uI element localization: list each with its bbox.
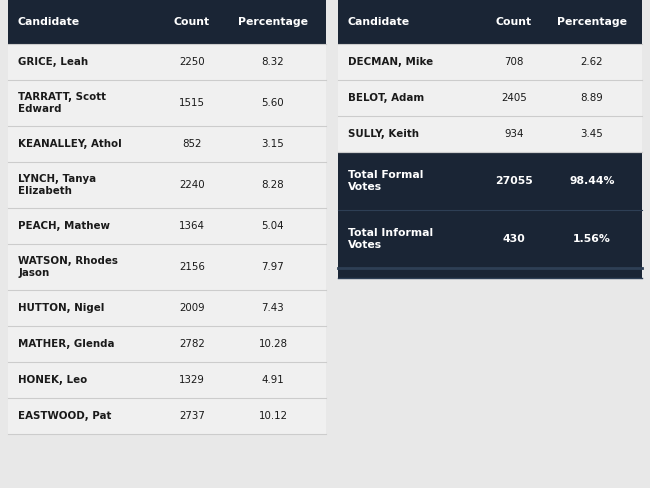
Text: 934: 934 [504, 129, 524, 139]
Bar [8, 80, 326, 126]
Text: 4.91: 4.91 [261, 375, 285, 385]
Text: 3.45: 3.45 [580, 129, 603, 139]
Text: PEACH, Mathew: PEACH, Mathew [18, 221, 110, 231]
Text: 8.28: 8.28 [262, 180, 284, 190]
Text: EASTWOOD, Pat: EASTWOOD, Pat [18, 411, 111, 421]
Text: Candidate: Candidate [18, 17, 80, 27]
Text: MATHER, Glenda: MATHER, Glenda [18, 339, 114, 349]
Text: 2782: 2782 [179, 339, 205, 349]
Bar [338, 116, 642, 152]
Text: 430: 430 [502, 234, 525, 244]
Text: 10.28: 10.28 [259, 339, 287, 349]
Bar [8, 0, 326, 44]
Text: 10.12: 10.12 [259, 411, 287, 421]
Bar [338, 268, 642, 278]
Text: Total Formal
Votes: Total Formal Votes [348, 170, 423, 192]
Text: 708: 708 [504, 57, 524, 67]
Bar [338, 210, 642, 268]
Text: LYNCH, Tanya
Elizabeth: LYNCH, Tanya Elizabeth [18, 174, 96, 196]
Text: GRICE, Leah: GRICE, Leah [18, 57, 88, 67]
Text: 1515: 1515 [179, 98, 205, 108]
Bar [338, 80, 642, 116]
Bar [8, 44, 326, 80]
Bar [338, 0, 642, 44]
Text: 2156: 2156 [179, 262, 205, 272]
Text: TARRATT, Scott
Edward: TARRATT, Scott Edward [18, 92, 106, 114]
Text: 2009: 2009 [179, 303, 205, 313]
Text: HUTTON, Nigel: HUTTON, Nigel [18, 303, 105, 313]
Text: 2240: 2240 [179, 180, 205, 190]
Text: 1364: 1364 [179, 221, 205, 231]
Text: BELOT, Adam: BELOT, Adam [348, 93, 424, 103]
Text: DECMAN, Mike: DECMAN, Mike [348, 57, 433, 67]
Bar [8, 244, 326, 290]
Text: 8.32: 8.32 [262, 57, 284, 67]
Text: Percentage: Percentage [557, 17, 627, 27]
Text: Count: Count [174, 17, 210, 27]
Bar [338, 152, 642, 210]
Text: Percentage: Percentage [238, 17, 308, 27]
Text: SULLY, Keith: SULLY, Keith [348, 129, 419, 139]
Text: 27055: 27055 [495, 176, 533, 186]
Text: 8.89: 8.89 [580, 93, 603, 103]
Bar [8, 290, 326, 326]
Text: WATSON, Rhodes
Jason: WATSON, Rhodes Jason [18, 256, 118, 278]
Text: 3.15: 3.15 [261, 139, 285, 149]
Text: 7.43: 7.43 [261, 303, 285, 313]
Bar [8, 326, 326, 362]
Text: 852: 852 [182, 139, 202, 149]
Bar [8, 126, 326, 162]
Bar [8, 362, 326, 398]
Text: 2405: 2405 [501, 93, 527, 103]
Text: 7.97: 7.97 [261, 262, 285, 272]
Text: Count: Count [496, 17, 532, 27]
Text: Candidate: Candidate [348, 17, 410, 27]
Text: KEANALLEY, Athol: KEANALLEY, Athol [18, 139, 122, 149]
Bar [8, 208, 326, 244]
Bar [8, 398, 326, 434]
Text: 2.62: 2.62 [580, 57, 603, 67]
Text: 98.44%: 98.44% [569, 176, 615, 186]
Text: Total Informal
Votes: Total Informal Votes [348, 228, 433, 250]
Text: 5.04: 5.04 [262, 221, 284, 231]
Text: 2250: 2250 [179, 57, 205, 67]
Text: HONEK, Leo: HONEK, Leo [18, 375, 87, 385]
Text: 2737: 2737 [179, 411, 205, 421]
Text: 1.56%: 1.56% [573, 234, 611, 244]
Bar [338, 44, 642, 80]
Text: 5.60: 5.60 [262, 98, 284, 108]
Text: 1329: 1329 [179, 375, 205, 385]
Bar [8, 162, 326, 208]
